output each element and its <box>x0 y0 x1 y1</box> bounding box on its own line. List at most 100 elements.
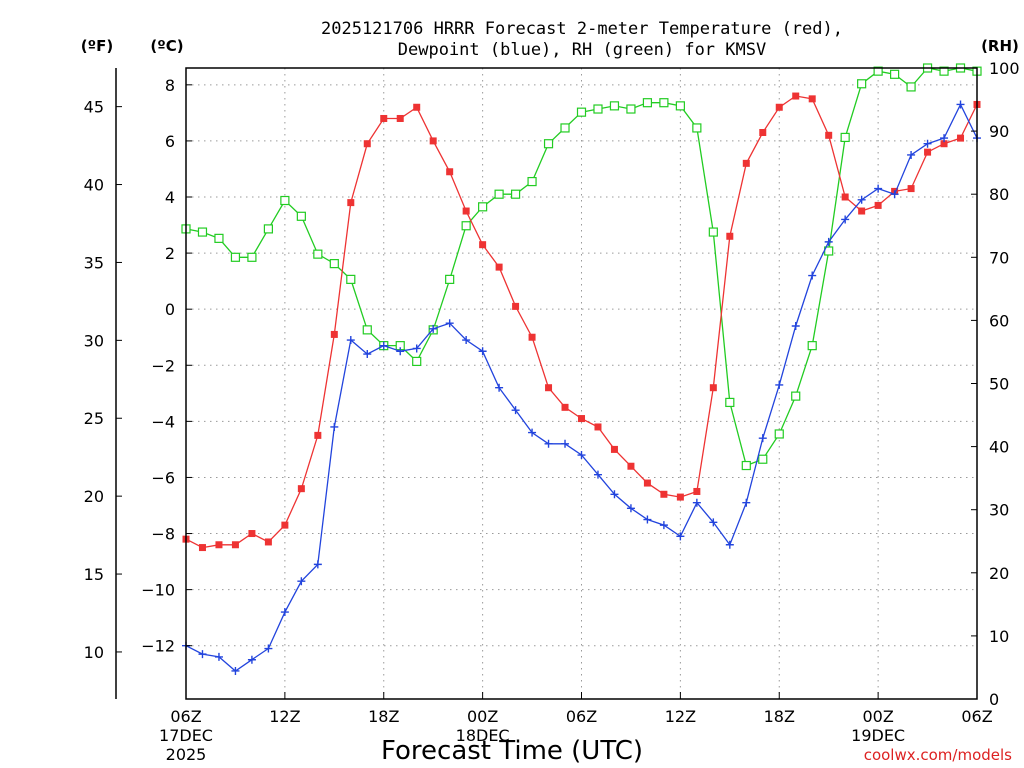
tick-label-c: 2 <box>165 244 175 263</box>
rh-point <box>560 123 570 133</box>
tick-label-c: −6 <box>151 468 175 487</box>
rh-point <box>593 104 603 114</box>
tick-label-x: 17DEC <box>159 726 213 745</box>
temperature-point <box>413 103 421 111</box>
temperature-point <box>874 201 882 209</box>
rh-point <box>758 454 768 464</box>
rh-point <box>890 69 900 79</box>
temperature-point <box>792 92 800 100</box>
dewpoint-point <box>528 428 537 437</box>
dewpoint-point <box>478 347 487 356</box>
tick-label-rh: 60 <box>989 311 1009 330</box>
tick-label-x: 2025 <box>166 745 207 764</box>
rh-point <box>510 189 521 199</box>
temperature-point <box>957 134 965 142</box>
rh-point <box>873 66 883 76</box>
temperature-point <box>297 485 305 493</box>
temperature-point <box>940 140 948 148</box>
rh-point <box>708 227 718 237</box>
dewpoint-point <box>198 650 207 659</box>
dewpoint-point <box>775 380 784 389</box>
temperature-point <box>594 423 602 431</box>
tick-label-x: 06Z <box>961 707 992 726</box>
tick-label-f: 25 <box>84 409 104 428</box>
tick-label-f: 30 <box>84 331 104 350</box>
chart-title-line1: 2025121706 HRRR Forecast 2-meter Tempera… <box>321 19 843 39</box>
dewpoint-point <box>577 451 586 460</box>
dewpoint-point <box>330 422 339 431</box>
tick-label-c: 4 <box>165 188 175 207</box>
dewpoint-point <box>544 439 553 448</box>
temperature-point <box>396 114 404 122</box>
tick-label-x: 19DEC <box>851 726 905 745</box>
temperature-point <box>759 129 767 137</box>
dewpoint-point <box>561 439 570 448</box>
dewpoint-point <box>659 521 668 530</box>
temperature-point <box>808 95 816 103</box>
rh-point <box>659 98 669 108</box>
tick-label-rh: 30 <box>989 501 1009 520</box>
credit-label: coolwx.com/models <box>864 746 1012 764</box>
rh-point <box>609 101 620 111</box>
dewpoint-point <box>214 652 223 661</box>
rh-point <box>247 252 257 262</box>
temperature-point <box>610 445 618 453</box>
rh-point <box>230 252 241 262</box>
tick-label-c: 0 <box>165 300 175 319</box>
dewpoint-point <box>313 560 322 569</box>
tick-label-rh: 50 <box>989 375 1009 394</box>
tick-label-rh: 90 <box>989 122 1009 141</box>
temperature-point <box>841 193 849 201</box>
temperature-point <box>314 431 322 439</box>
rh-point <box>543 139 554 149</box>
rh-point <box>791 391 801 401</box>
rh-point <box>494 189 504 199</box>
tick-label-c: −2 <box>151 356 175 375</box>
rh-point <box>362 325 372 335</box>
dewpoint-point <box>857 195 866 204</box>
rh-point <box>296 211 306 221</box>
temperature-point <box>248 530 256 538</box>
temperature-point <box>363 140 371 148</box>
dewpoint-point <box>346 336 355 345</box>
temperature-point <box>627 462 635 470</box>
tick-label-x: 12Z <box>665 707 696 726</box>
rh-point <box>346 274 356 284</box>
temperature-point <box>775 103 783 111</box>
temperature-point <box>578 415 585 423</box>
temperature-point <box>545 384 553 392</box>
rh-point <box>197 227 208 237</box>
tick-label-rh: 100 <box>989 59 1020 78</box>
dewpoint-point <box>445 319 454 328</box>
dewpoint-point <box>907 150 916 159</box>
tick-label-f: 35 <box>84 253 104 272</box>
temperature-point <box>643 479 651 487</box>
temperature-point <box>380 114 388 122</box>
tick-label-rh: 10 <box>989 627 1009 646</box>
tick-label-x: 06Z <box>170 707 201 726</box>
temperature-point <box>479 241 487 249</box>
temperature-point <box>709 384 717 392</box>
dewpoint-point <box>742 498 751 507</box>
chart-title-line2: Dewpoint (blue), RH (green) for KMSV <box>398 40 766 60</box>
dewpoint-point <box>363 350 372 359</box>
tick-label-x: 18DEC <box>456 726 510 745</box>
temperature-point <box>446 168 454 176</box>
rh-point <box>478 202 488 212</box>
dewpoint-point <box>874 184 883 193</box>
tick-label-c: 6 <box>165 132 175 151</box>
temperature-point <box>693 487 701 495</box>
tick-label-x: 06Z <box>566 707 597 726</box>
tick-label-rh: 20 <box>989 564 1009 583</box>
dewpoint-point <box>923 139 932 148</box>
rh-point <box>461 221 471 231</box>
fahrenheit-unit-label: (ºF) <box>81 37 113 55</box>
dewpoint-point <box>610 490 619 499</box>
tick-label-c: −10 <box>141 581 175 600</box>
tick-label-f: 40 <box>84 176 104 195</box>
dewpoint-point <box>264 644 273 653</box>
rh-point <box>412 356 422 367</box>
